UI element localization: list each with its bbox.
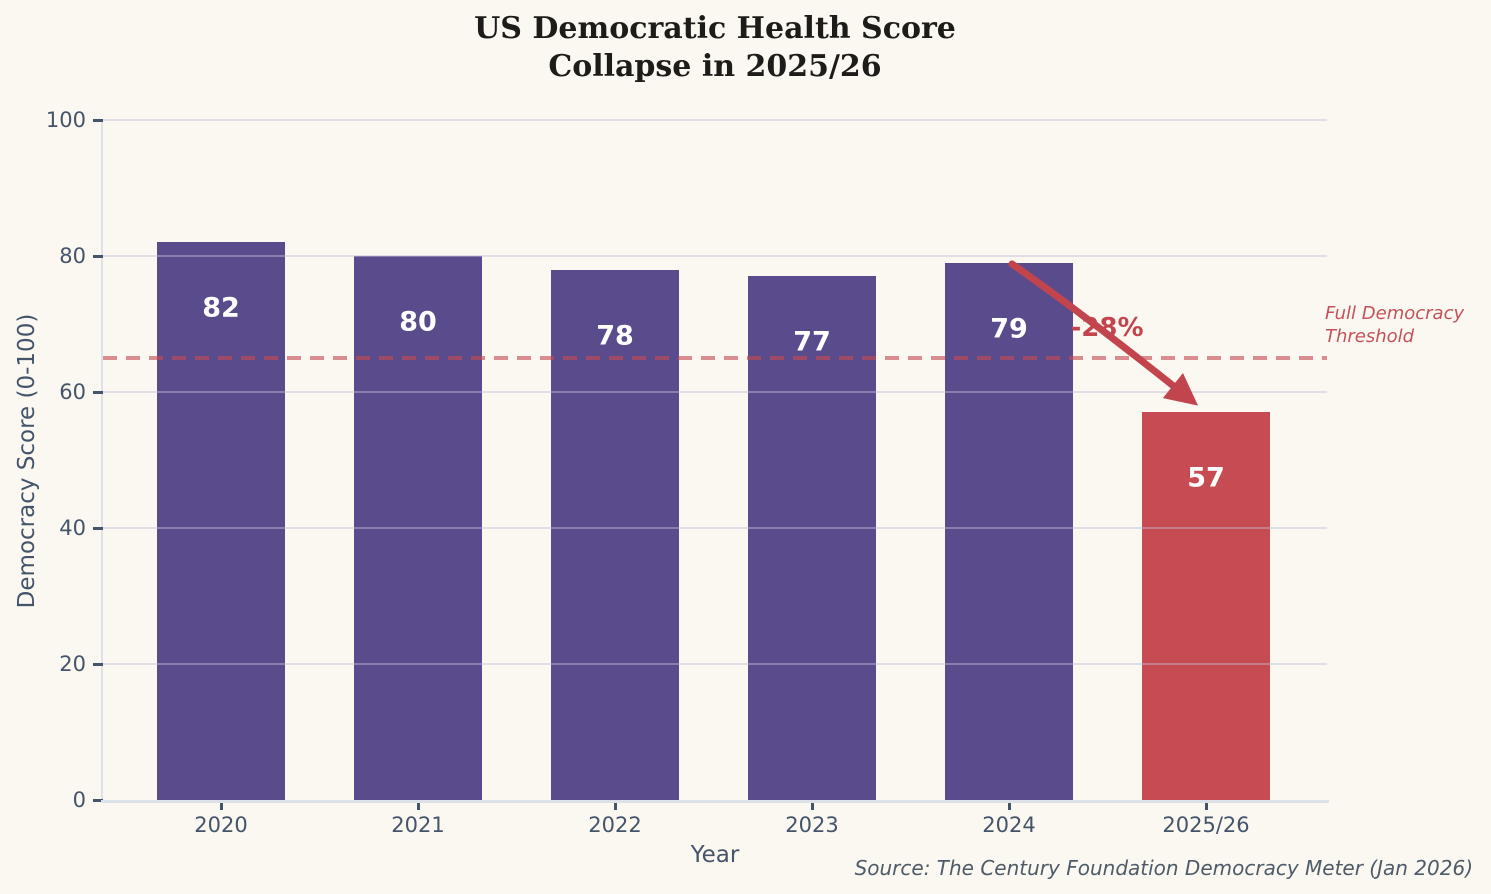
y-tick-label-60: 60 — [59, 380, 86, 404]
gridline-100 — [103, 119, 1327, 121]
x-tick-mark-2020 — [220, 801, 223, 810]
y-tick-label-0: 0 — [72, 788, 86, 812]
y-tick-label-40: 40 — [59, 516, 86, 540]
threshold-label-line1: Full Democracy — [1325, 303, 1465, 324]
x-tick-label-2023: 2023 — [785, 813, 839, 837]
x-tick-label-2020: 2020 — [194, 813, 248, 837]
y-tick-mark-40 — [93, 527, 103, 530]
chart-title-line1: US Democratic Health Score — [474, 11, 956, 46]
y-tick-mark-20 — [93, 663, 103, 666]
x-tick-mark-2025/26 — [1205, 801, 1208, 810]
chart-title-line2: Collapse in 2025/26 — [548, 49, 882, 84]
bar-value-label-2023: 77 — [793, 326, 831, 358]
percent-change-annotation: -28% — [1070, 313, 1144, 343]
threshold-label: Full Democracy Threshold — [1325, 302, 1464, 348]
bar-2021: 80 — [354, 256, 482, 800]
bar-2024: 79 — [945, 262, 1073, 800]
gridline-20 — [103, 663, 1327, 665]
x-tick-mark-2024 — [1008, 801, 1011, 810]
gridline-40 — [103, 527, 1327, 529]
bar-2025/26: 57 — [1142, 412, 1270, 800]
y-tick-label-100: 100 — [45, 108, 86, 132]
bar-value-label-2024: 79 — [990, 313, 1028, 345]
x-tick-label-2024: 2024 — [982, 813, 1036, 837]
y-axis-title: Democracy Score (0-100) — [14, 313, 40, 609]
bar-value-label-2025/26: 57 — [1187, 462, 1225, 494]
x-axis-title: Year — [690, 842, 740, 868]
y-tick-mark-100 — [93, 119, 103, 122]
y-axis-spine — [101, 120, 103, 801]
x-tick-mark-2021 — [417, 801, 420, 810]
x-tick-label-2021: 2021 — [391, 813, 445, 837]
gridline-80 — [103, 255, 1327, 257]
bar-value-label-2020: 82 — [202, 292, 240, 324]
x-tick-mark-2023 — [811, 801, 814, 810]
gridline-60 — [103, 391, 1327, 393]
x-tick-label-2022: 2022 — [588, 813, 642, 837]
x-axis-spine — [101, 800, 1329, 803]
bar-2023: 77 — [748, 276, 876, 800]
y-tick-mark-60 — [93, 391, 103, 394]
bar-value-label-2022: 78 — [596, 320, 634, 352]
y-tick-mark-80 — [93, 255, 103, 258]
bar-value-label-2021: 80 — [399, 306, 437, 338]
y-tick-label-20: 20 — [59, 652, 86, 676]
chart-title: US Democratic Health Score Collapse in 2… — [0, 10, 1430, 86]
x-tick-mark-2022 — [614, 801, 617, 810]
y-tick-label-80: 80 — [59, 244, 86, 268]
x-tick-label-2025/26: 2025/26 — [1162, 813, 1250, 837]
source-note: Source: The Century Foundation Democracy… — [854, 856, 1473, 880]
threshold-dashed-line — [103, 356, 1327, 360]
threshold-label-line2: Threshold — [1325, 326, 1415, 347]
bar-2020: 82 — [157, 242, 285, 800]
y-tick-mark-0 — [93, 799, 103, 802]
bar-2022: 78 — [551, 269, 679, 800]
